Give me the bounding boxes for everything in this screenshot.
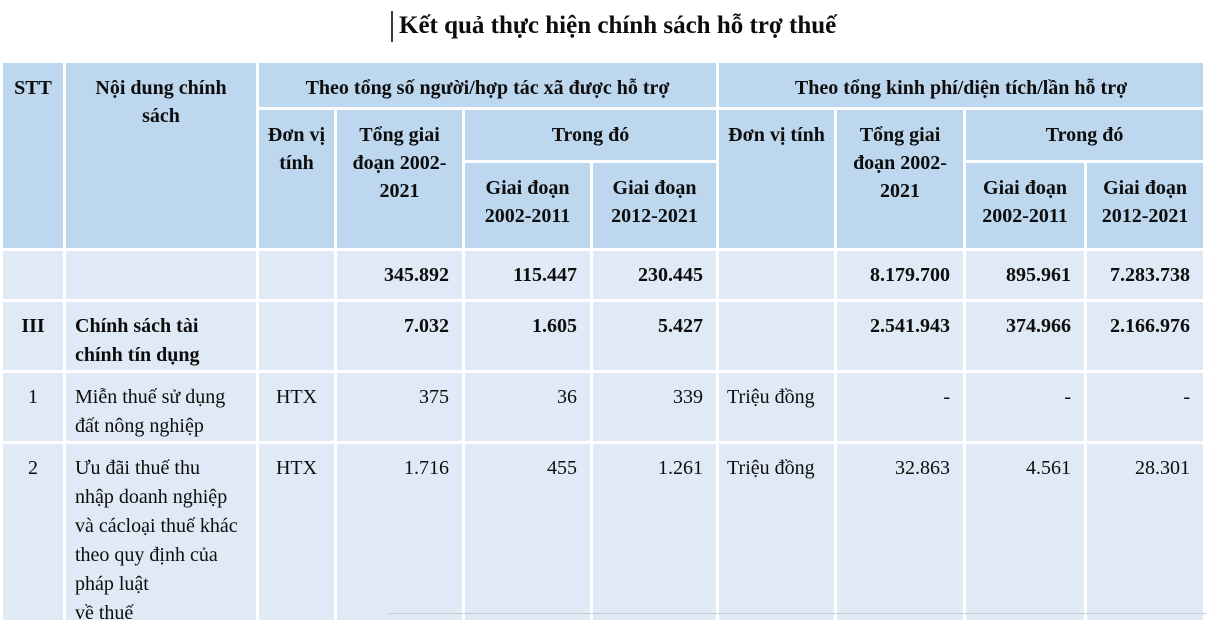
stt-cell[interactable]: 2: [3, 444, 63, 620]
unit-cell[interactable]: [719, 302, 835, 370]
value-cell[interactable]: 8.179.700: [837, 251, 964, 299]
value-cell[interactable]: 115.447: [465, 251, 590, 299]
value-cell[interactable]: 28.301: [1087, 444, 1204, 620]
table-bottom-shadow: [388, 613, 1206, 614]
header-policy-content[interactable]: Nội dung chính sách: [66, 63, 256, 248]
header-period-2002-2011-left[interactable]: Giai đoạn 2002-2011: [465, 163, 590, 248]
value-cell[interactable]: 2.166.976: [1087, 302, 1204, 370]
value-cell[interactable]: 36: [465, 373, 590, 441]
value-cell[interactable]: 375: [337, 373, 462, 441]
policy-content-cell[interactable]: Miễn thuế sử dụng đất nông nghiệp: [66, 373, 256, 441]
header-total-period-right[interactable]: Tổng giai đoạn 2002- 2021: [837, 110, 964, 248]
stt-cell[interactable]: 1: [3, 373, 63, 441]
stt-cell[interactable]: III: [3, 302, 63, 370]
unit-cell[interactable]: [259, 251, 334, 299]
value-cell[interactable]: -: [837, 373, 964, 441]
header-period-2012-2021-right[interactable]: Giai đoạn 2012-2021: [1087, 163, 1204, 248]
table-row-section-iii: III Chính sách tài chính tín dụng 7.032 …: [3, 302, 1204, 370]
value-cell[interactable]: 230.445: [593, 251, 717, 299]
header-row-groups: STT Nội dung chính sách Theo tổng số ngư…: [3, 63, 1204, 248]
value-cell[interactable]: 374.966: [966, 302, 1085, 370]
stt-cell[interactable]: [3, 251, 63, 299]
value-cell[interactable]: 32.863: [837, 444, 964, 620]
text-cursor: [391, 11, 393, 42]
page-title[interactable]: Kết quả thực hiện chính sách hỗ trợ thuế: [399, 12, 837, 39]
value-cell[interactable]: 1.716: [337, 444, 462, 620]
unit-cell[interactable]: Triệu đồng: [719, 444, 835, 620]
policy-content-cell[interactable]: Ưu đãi thuế thu nhập doanh nghiệp và các…: [66, 444, 256, 620]
table-row-item-2: 2 Ưu đãi thuế thu nhập doanh nghiệp và c…: [3, 444, 1204, 620]
header-row-periods: Giai đoạn 2002-2011 Giai đoạn 2012-2021 …: [3, 163, 1204, 248]
unit-cell[interactable]: Triệu đồng: [719, 373, 835, 441]
value-cell[interactable]: 1.261: [593, 444, 717, 620]
header-group-supported-count[interactable]: Theo tổng số người/hợp tác xã được hỗ tr…: [259, 63, 717, 107]
table-row-item-1: 1 Miễn thuế sử dụng đất nông nghiệp HTX …: [3, 373, 1204, 441]
policy-content-cell[interactable]: [66, 251, 256, 299]
header-period-2002-2011-right[interactable]: Giai đoạn 2002-2011: [966, 163, 1085, 248]
header-row-sub: Đơn vị tính Tổng giai đoạn 2002- 2021 Tr…: [3, 110, 1204, 248]
header-unit-left[interactable]: Đơn vị tính: [259, 110, 334, 248]
header-total-period-left[interactable]: Tổng giai đoạn 2002- 2021: [337, 110, 462, 248]
value-cell[interactable]: -: [966, 373, 1085, 441]
unit-cell[interactable]: [259, 302, 334, 370]
value-cell[interactable]: 4.561: [966, 444, 1085, 620]
header-stt[interactable]: STT: [3, 63, 63, 248]
value-cell[interactable]: -: [1087, 373, 1204, 441]
value-cell[interactable]: 7.032: [337, 302, 462, 370]
value-cell[interactable]: 7.283.738: [1087, 251, 1204, 299]
value-cell[interactable]: 339: [593, 373, 717, 441]
header-period-2012-2021-left[interactable]: Giai đoạn 2012-2021: [593, 163, 717, 248]
value-cell[interactable]: 455: [465, 444, 590, 620]
policy-content-cell[interactable]: Chính sách tài chính tín dụng: [66, 302, 256, 370]
document-title-line: Kết quả thực hiện chính sách hỗ trợ thuế: [0, 0, 1206, 45]
value-cell[interactable]: 345.892: [337, 251, 462, 299]
value-cell[interactable]: 5.427: [593, 302, 717, 370]
header-group-funding[interactable]: Theo tổng kinh phí/diện tích/lần hỗ trợ: [719, 63, 1204, 107]
value-cell[interactable]: 895.961: [966, 251, 1085, 299]
table-row-grand-total: 345.892 115.447 230.445 8.179.700 895.96…: [3, 251, 1204, 299]
unit-cell[interactable]: [719, 251, 835, 299]
header-of-which-left[interactable]: Trong đó: [465, 110, 717, 160]
tax-support-results-table: STT Nội dung chính sách Theo tổng số ngư…: [0, 60, 1206, 620]
unit-cell[interactable]: HTX: [259, 373, 334, 441]
header-of-which-right[interactable]: Trong đó: [966, 110, 1204, 160]
value-cell[interactable]: 2.541.943: [837, 302, 964, 370]
unit-cell[interactable]: HTX: [259, 444, 334, 620]
value-cell[interactable]: 1.605: [465, 302, 590, 370]
header-unit-right[interactable]: Đơn vị tính: [719, 110, 835, 248]
